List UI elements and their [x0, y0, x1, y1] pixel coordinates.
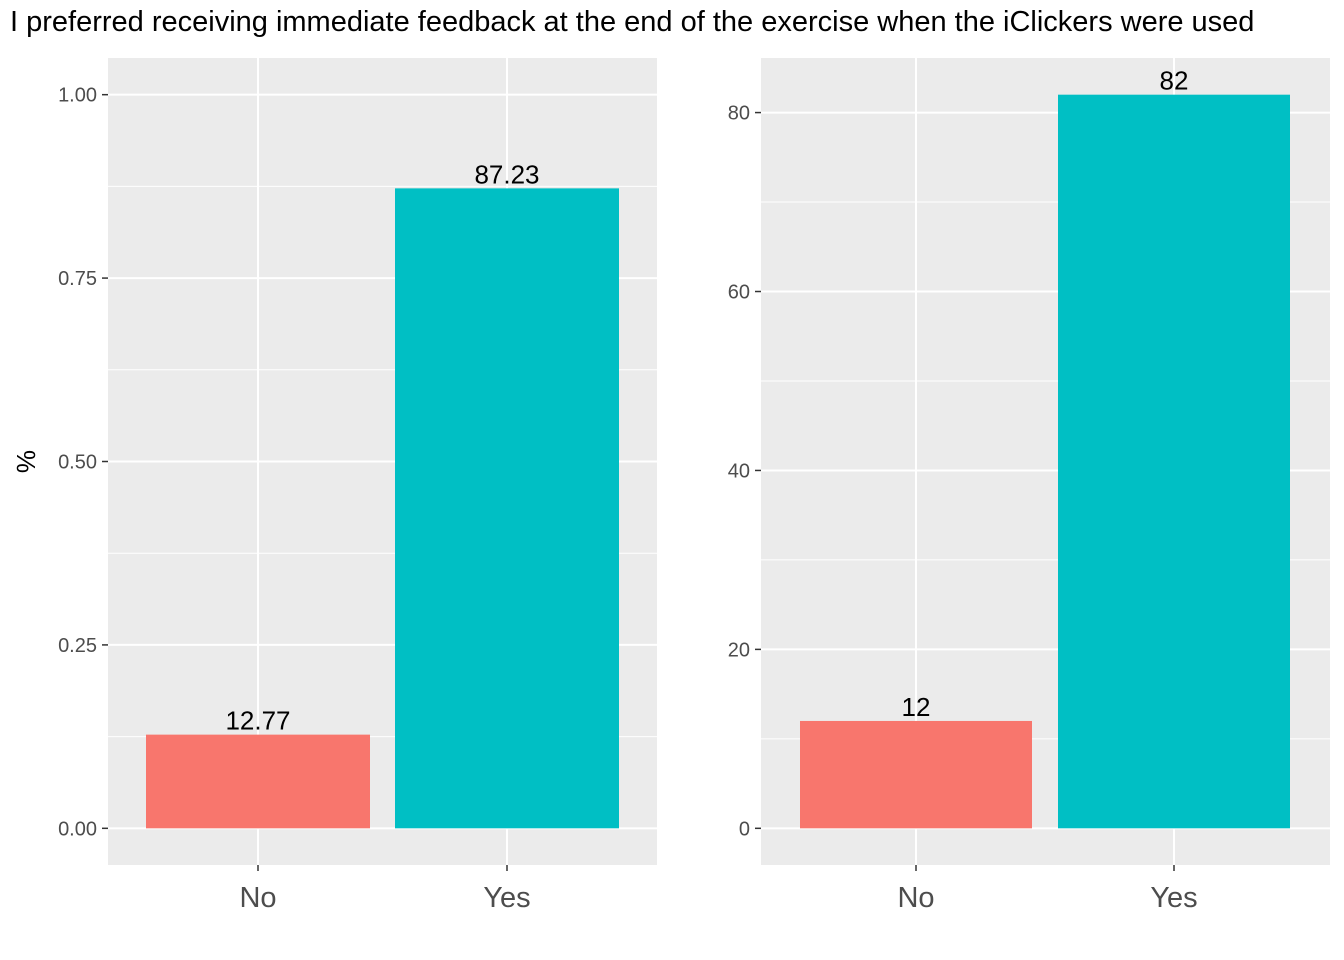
data-label: 82 — [1160, 66, 1189, 96]
x-tick-label: Yes — [1150, 882, 1197, 914]
chart-title: I preferred receiving immediate feedback… — [10, 6, 1255, 38]
y-tick-label: 1.00 — [58, 85, 97, 107]
y-tick-label: 40 — [728, 460, 750, 482]
x-tick-label: No — [897, 882, 934, 914]
data-label: 12.77 — [225, 706, 290, 736]
y-tick-label: 0.25 — [58, 635, 97, 657]
bar-yes — [395, 188, 619, 829]
bar-yes — [1058, 94, 1290, 829]
y-tick-label: 0 — [739, 818, 750, 840]
y-tick-label: 0.50 — [58, 452, 97, 474]
y-tick-label: 80 — [728, 103, 750, 125]
y-tick-label: 0.00 — [58, 818, 97, 840]
data-label: 87.23 — [474, 159, 539, 189]
bar-no — [800, 720, 1032, 829]
y-tick-label: 0.75 — [58, 268, 97, 290]
y-axis-title: % — [11, 450, 41, 473]
y-tick-label: 20 — [728, 639, 750, 661]
x-tick-label: Yes — [483, 882, 530, 914]
x-tick-label: No — [239, 882, 276, 914]
bar-no — [146, 734, 370, 829]
data-label: 12 — [902, 692, 931, 722]
y-tick-label: 60 — [728, 282, 750, 304]
